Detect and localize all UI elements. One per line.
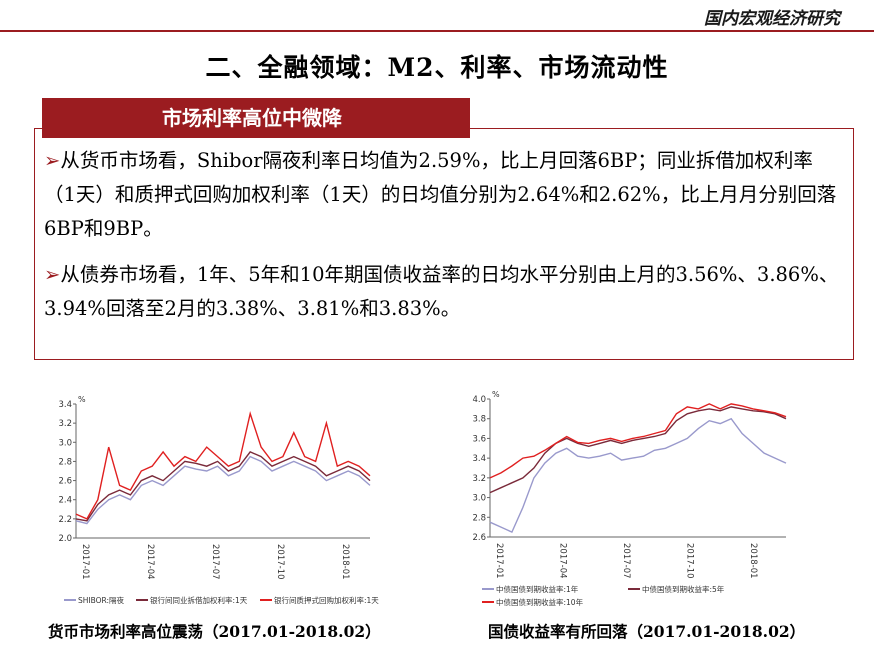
bond-yield-chart: % 4.0 3.8 3.6 3.4 3.2 3.0 2.8 2.6 2017-01 2017-04 2…	[468, 385, 834, 613]
chart-1-caption: 货币市场利率高位震荡（2017.01-2018.02）	[48, 622, 381, 641]
legend-label: 银行间质押式回购加权利率:1天	[274, 595, 379, 605]
x-tick-label: 2018-01	[340, 544, 350, 580]
y-unit-label: %	[78, 395, 86, 404]
bullet-2: ➢从债券市场看，1年、5年和10年期国债收益率的日均水平分别由上月的3.56%、…	[44, 258, 844, 326]
bullet-2-text: 从债券市场看，1年、5年和10年期国债收益率的日均水平分别由上月的3.56%、3…	[44, 263, 839, 320]
y-tick-label: 3.2	[472, 474, 486, 484]
money-market-chart: % 3.4 3.2 3.0 2.8 2.6 2.4 2.2 2.0 2017-01 2017-04 2…	[40, 390, 390, 612]
x-tick-label: 2017-01	[494, 543, 504, 579]
y-tick-label: 2.8	[58, 457, 72, 467]
series-line	[489, 403, 787, 479]
header-divider	[0, 30, 874, 32]
legend-label: 中债国债到期收益率:1年	[496, 584, 579, 594]
page-title: 二、全融领域：M2、利率、市场流动性	[205, 53, 669, 82]
y-tick-label: 2.0	[58, 534, 72, 544]
y-tick-label: 3.0	[58, 438, 72, 448]
series-line	[75, 451, 371, 522]
y-tick-label: 2.4	[58, 496, 72, 506]
bullet-1-text: 从货币市场看，Shibor隔夜利率日均值为2.59%，比上月回落6BP；同业拆借…	[44, 149, 837, 240]
y-tick-label: 3.2	[58, 419, 72, 429]
series-line	[489, 417, 787, 534]
money-market-chart-svg: % 3.4 3.2 3.0 2.8 2.6 2.4 2.2 2.0 2017-01 2017-04 2…	[58, 395, 379, 605]
legend-label: SHIBOR:隔夜	[78, 595, 125, 605]
report-header-title: 国内宏观经济研究	[704, 9, 840, 29]
x-tick-label: 2017-10	[685, 543, 695, 579]
y-tick-label: 2.2	[58, 515, 72, 525]
series-line	[75, 455, 371, 525]
y-tick-label: 2.8	[472, 513, 486, 523]
arrow-bullet-icon: ➢	[44, 149, 61, 172]
y-tick-label: 2.6	[472, 533, 486, 543]
y-unit-label: %	[492, 390, 500, 399]
legend-label: 中债国债到期收益率:5年	[642, 584, 725, 594]
bond-yield-chart-svg: % 4.0 3.8 3.6 3.4 3.2 3.0 2.8 2.6 2017-01 2017-04 2…	[472, 390, 787, 607]
x-tick-label: 2017-10	[275, 544, 285, 580]
x-tick-label: 2017-07	[621, 543, 631, 579]
section-tag: 市场利率高位中微降	[42, 98, 470, 138]
legend-label: 中债国债到期收益率:10年	[496, 597, 584, 607]
x-tick-label: 2017-04	[145, 544, 155, 580]
y-tick-label: 4.0	[472, 395, 486, 405]
series-line	[75, 410, 371, 520]
chart-2-caption: 国债收益率有所回落（2017.01-2018.02）	[488, 622, 806, 641]
y-tick-label: 3.4	[58, 400, 72, 410]
y-tick-label: 3.6	[472, 434, 486, 444]
bullet-1: ➢从货币市场看，Shibor隔夜利率日均值为2.59%，比上月回落6BP；同业拆…	[44, 144, 844, 246]
y-tick-label: 3.4	[472, 454, 486, 464]
x-tick-label: 2017-01	[80, 544, 90, 580]
y-tick-label: 3.0	[472, 494, 486, 504]
x-tick-label: 2017-07	[210, 544, 220, 580]
legend-label: 银行间同业拆借加权利率:1天	[150, 595, 248, 605]
series-line	[489, 406, 787, 494]
x-tick-label: 2018-01	[748, 543, 758, 579]
arrow-bullet-icon: ➢	[44, 263, 61, 286]
y-tick-label: 3.8	[472, 415, 486, 425]
x-tick-label: 2017-04	[558, 543, 568, 579]
y-tick-label: 2.6	[58, 477, 72, 487]
